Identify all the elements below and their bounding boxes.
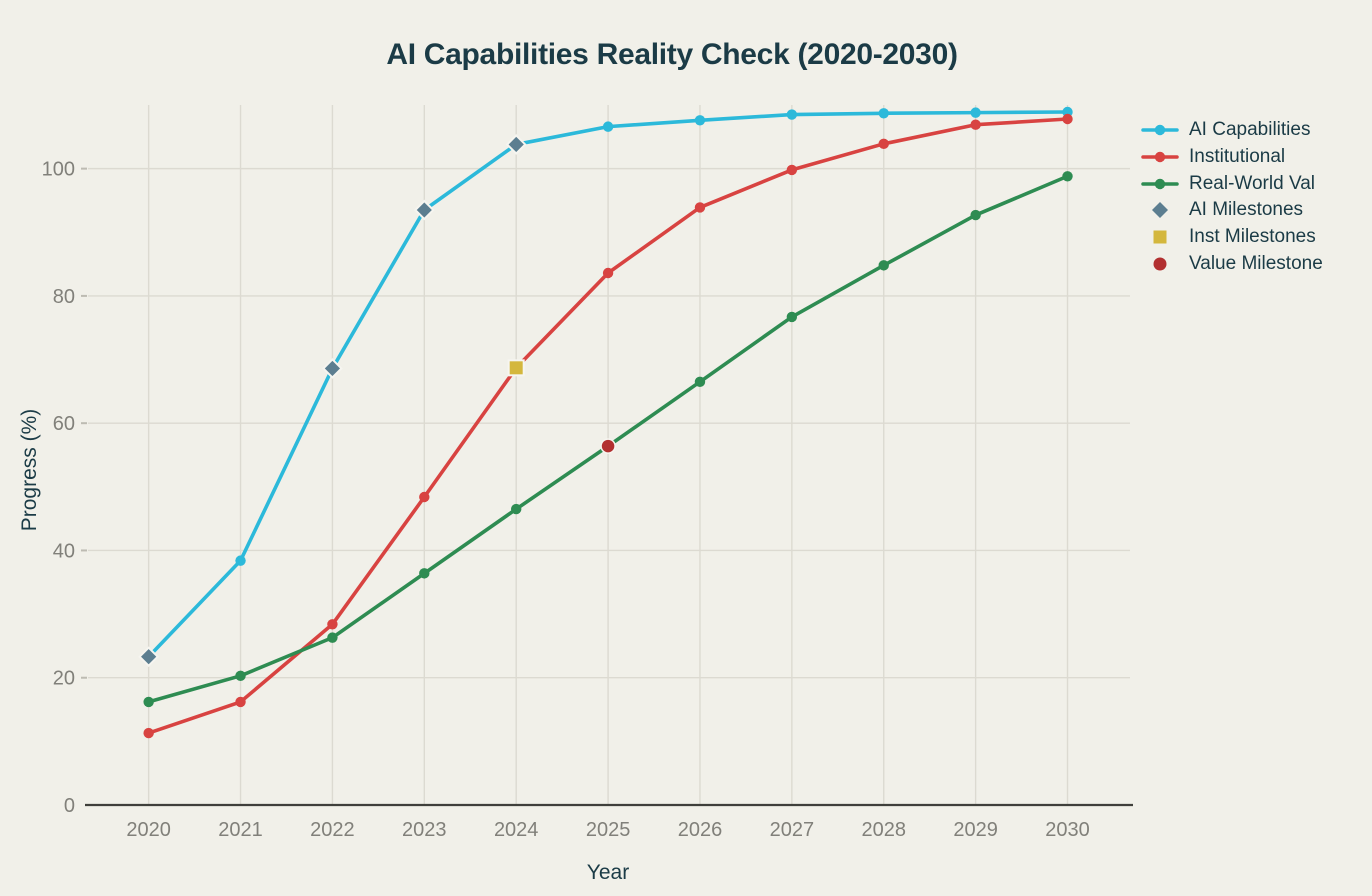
x-tick-label: 2029 (953, 819, 998, 841)
inst-milestones-marker (507, 359, 525, 377)
legend-square (1153, 230, 1167, 244)
series-point-institutional (694, 202, 706, 213)
legend-item-label: Inst Milestones (1189, 226, 1316, 248)
chart-title: AI Capabilities Reality Check (2020-2030… (386, 38, 958, 71)
series-point-institutional (1062, 113, 1073, 125)
series-point-institutional (878, 138, 889, 150)
legend-item-label: Real-World Val (1189, 172, 1316, 194)
gridlines (88, 105, 1130, 805)
x-tick-label: 2027 (770, 819, 815, 841)
x-tick-label: 2025 (586, 819, 631, 841)
legend-item-label: Institutional (1189, 146, 1286, 168)
milestones-ai-milestones (138, 134, 527, 668)
y-tick-label: 80 (53, 286, 75, 308)
x-tick-label: 2021 (218, 819, 263, 841)
series-point-institutional (602, 267, 614, 279)
series-point-ai-capabilities (235, 555, 246, 566)
x-tick-label: 2023 (402, 819, 447, 841)
x-tick-label: 2028 (861, 819, 906, 841)
series-point-institutional (786, 164, 798, 176)
series-point-real-world-val (786, 311, 798, 323)
x-tick-label: 2020 (126, 819, 171, 841)
series-point-institutional (235, 696, 246, 708)
legend-item-label: Value Milestone (1189, 252, 1323, 274)
series-point-real-world-val (510, 503, 522, 515)
legend-dot (1154, 125, 1166, 136)
series-point-ai-capabilities (786, 109, 798, 120)
x-tick-label: 2026 (678, 819, 723, 841)
legend-diamond (1152, 202, 1168, 219)
series-point-institutional (970, 119, 981, 130)
series-point-real-world-val (878, 260, 889, 271)
legend-item-ai-milestones: AI Milestones (1140, 197, 1323, 224)
series-point-real-world-val (143, 696, 154, 708)
x-tick-label: 2022 (310, 819, 355, 841)
value-milestone-marker (600, 438, 616, 454)
milestones-value-milestone (600, 438, 616, 454)
series-point-ai-capabilities (602, 121, 614, 132)
series-point-real-world-val (235, 670, 246, 682)
series-point-ai-capabilities (878, 108, 889, 119)
legend-item-value-milestone: Value Milestone (1140, 250, 1323, 277)
series-point-institutional (327, 619, 338, 630)
y-tick-label: 100 (42, 159, 75, 181)
legend-circle (1153, 257, 1167, 271)
institutional-legend-marker-icon (1141, 151, 1179, 163)
series-point-institutional (419, 491, 430, 503)
inst-milestones-legend-marker-icon (1153, 230, 1167, 244)
legend-dot (1154, 151, 1166, 163)
x-axis-label: Year (586, 861, 630, 884)
y-tick-label: 20 (53, 668, 75, 690)
legend-item-real-world-val: Real-World Val (1140, 170, 1323, 197)
legend-item-label: AI Milestones (1189, 199, 1304, 221)
value-milestone-legend-marker-icon (1153, 257, 1167, 271)
legend-item-label: AI Capabilities (1189, 119, 1311, 141)
series-point-real-world-val (1062, 171, 1073, 182)
y-tick-label: 40 (53, 540, 75, 562)
series-point-real-world-val (327, 632, 338, 643)
legend-item-inst-milestones: Inst Milestones (1140, 224, 1323, 251)
real-world-val-legend-marker-icon (1141, 178, 1179, 189)
ai-milestones-marker (322, 358, 343, 379)
y-tick-label: 0 (64, 795, 75, 817)
y-tick-label: 60 (53, 413, 75, 435)
ai-milestones-legend-marker-icon (1152, 202, 1168, 219)
legend-dot (1154, 178, 1166, 189)
series-point-real-world-val (694, 376, 706, 388)
ai-milestones-marker (138, 646, 160, 668)
series-point-ai-capabilities (694, 115, 706, 126)
series-point-real-world-val (970, 209, 981, 221)
legend-item-institutional: Institutional (1140, 144, 1323, 171)
ai-capabilities-legend-marker-icon (1141, 125, 1179, 136)
chart-legend: AI Capabilities Institutional Real-World V… (1140, 117, 1323, 277)
series-point-institutional (143, 727, 154, 739)
x-tick-label: 2024 (494, 819, 539, 841)
series-point-ai-capabilities (970, 107, 981, 118)
series-point-real-world-val (419, 568, 430, 579)
ai-milestones-marker (413, 199, 435, 221)
x-tick-label: 2030 (1045, 819, 1090, 841)
ai-milestones-marker (505, 134, 527, 155)
legend-item-ai-capabilities: AI Capabilities (1140, 117, 1323, 144)
milestones-inst-milestones (507, 359, 525, 377)
